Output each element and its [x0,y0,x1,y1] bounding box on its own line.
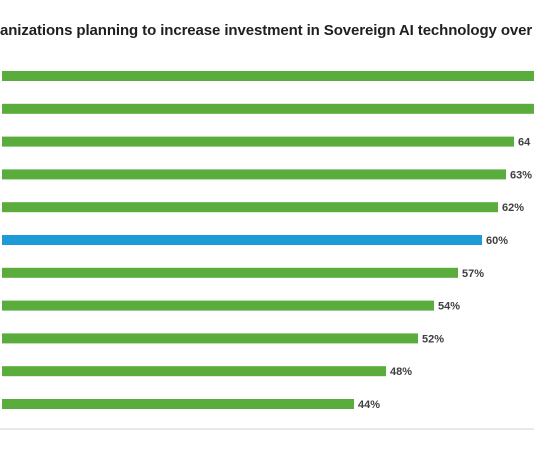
bar-value-label-4: 63% [510,169,532,181]
bar-value-label-6: 60% [486,235,508,247]
bar-5 [2,202,498,213]
bar-9 [2,333,418,344]
bar-value-label-10: 48% [390,366,412,378]
bar-value-label-7: 57% [462,268,484,280]
bar-10 [2,366,386,377]
bar-value-label-9: 52% [422,333,444,345]
bar-8 [2,300,434,311]
bar-value-label-11: 44% [358,399,380,411]
bar-2 [2,103,534,114]
bar-1 [2,71,534,81]
bar-7 [2,267,458,278]
bar-4 [2,169,506,180]
bar-3 [2,136,514,147]
bar-11 [2,399,354,409]
bar-6 [2,235,482,245]
bar-value-label-3: 64 [518,137,531,149]
bar-value-label-5: 62% [502,202,524,214]
bar-value-label-8: 54% [438,301,460,313]
chart-title: anizations planning to increase investme… [0,22,534,39]
